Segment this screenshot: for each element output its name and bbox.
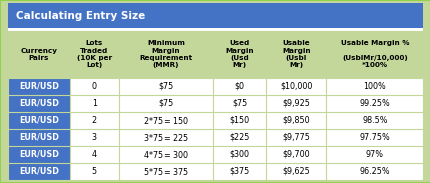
- Text: 1: 1: [92, 99, 97, 108]
- Text: $9,700: $9,700: [282, 150, 309, 159]
- FancyBboxPatch shape: [70, 78, 118, 95]
- Text: Minimum
Margin
Requirement
(MMR): Minimum Margin Requirement (MMR): [139, 40, 192, 68]
- FancyBboxPatch shape: [118, 146, 213, 163]
- FancyBboxPatch shape: [266, 129, 326, 146]
- FancyBboxPatch shape: [266, 95, 326, 112]
- Text: EUR/USD: EUR/USD: [19, 116, 59, 125]
- FancyBboxPatch shape: [70, 163, 118, 180]
- FancyBboxPatch shape: [70, 129, 118, 146]
- Text: 97.75%: 97.75%: [359, 133, 389, 142]
- FancyBboxPatch shape: [70, 146, 118, 163]
- FancyBboxPatch shape: [213, 112, 266, 129]
- Text: EUR/USD: EUR/USD: [19, 133, 59, 142]
- Text: $225: $225: [229, 133, 249, 142]
- FancyBboxPatch shape: [8, 163, 70, 180]
- Text: Calculating Entry Size: Calculating Entry Size: [15, 11, 144, 21]
- Text: $0: $0: [234, 82, 244, 91]
- Text: EUR/USD: EUR/USD: [19, 150, 59, 159]
- Text: 96.25%: 96.25%: [359, 167, 389, 176]
- Text: 0: 0: [92, 82, 97, 91]
- Text: $300: $300: [229, 150, 249, 159]
- FancyBboxPatch shape: [8, 78, 70, 95]
- FancyBboxPatch shape: [326, 95, 422, 112]
- FancyBboxPatch shape: [8, 95, 70, 112]
- Text: 3: 3: [92, 133, 97, 142]
- Text: $150: $150: [229, 116, 249, 125]
- FancyBboxPatch shape: [213, 163, 266, 180]
- FancyBboxPatch shape: [213, 146, 266, 163]
- Text: 4: 4: [92, 150, 97, 159]
- Text: 5: 5: [92, 167, 97, 176]
- FancyBboxPatch shape: [118, 112, 213, 129]
- Text: $10,000: $10,000: [280, 82, 312, 91]
- Text: 2*$75 = $150: 2*$75 = $150: [143, 115, 188, 126]
- Text: 2: 2: [92, 116, 97, 125]
- Text: $375: $375: [229, 167, 249, 176]
- Text: EUR/USD: EUR/USD: [19, 99, 59, 108]
- FancyBboxPatch shape: [8, 3, 422, 28]
- Text: 3*$75 = $225: 3*$75 = $225: [143, 132, 188, 143]
- FancyBboxPatch shape: [326, 112, 422, 129]
- Text: $75: $75: [232, 99, 247, 108]
- Text: $75: $75: [158, 82, 173, 91]
- FancyBboxPatch shape: [213, 129, 266, 146]
- FancyBboxPatch shape: [118, 95, 213, 112]
- FancyBboxPatch shape: [213, 95, 266, 112]
- FancyBboxPatch shape: [8, 129, 70, 146]
- FancyBboxPatch shape: [326, 129, 422, 146]
- FancyBboxPatch shape: [326, 78, 422, 95]
- Text: EUR/USD: EUR/USD: [19, 82, 59, 91]
- Text: 4*$75 = $300: 4*$75 = $300: [143, 149, 188, 160]
- FancyBboxPatch shape: [266, 78, 326, 95]
- Text: $9,925: $9,925: [282, 99, 310, 108]
- FancyBboxPatch shape: [266, 112, 326, 129]
- FancyBboxPatch shape: [266, 146, 326, 163]
- FancyBboxPatch shape: [70, 95, 118, 112]
- Text: 5*$75 = $375: 5*$75 = $375: [143, 166, 188, 177]
- Text: Currency
Pairs: Currency Pairs: [20, 48, 57, 61]
- FancyBboxPatch shape: [8, 31, 422, 78]
- Text: Usable
Margin
(Usbl
Mr): Usable Margin (Usbl Mr): [281, 40, 310, 68]
- FancyBboxPatch shape: [8, 3, 422, 180]
- Text: 97%: 97%: [365, 150, 383, 159]
- FancyBboxPatch shape: [326, 163, 422, 180]
- Text: $9,625: $9,625: [282, 167, 310, 176]
- FancyBboxPatch shape: [70, 112, 118, 129]
- Text: EUR/USD: EUR/USD: [19, 167, 59, 176]
- FancyBboxPatch shape: [118, 163, 213, 180]
- Text: $9,850: $9,850: [282, 116, 309, 125]
- Text: $9,775: $9,775: [282, 133, 310, 142]
- FancyBboxPatch shape: [118, 78, 213, 95]
- Text: Usable Margin %

(UsblMr/10,000)
*100%: Usable Margin % (UsblMr/10,000) *100%: [340, 40, 408, 68]
- Text: Used
Margin
(Usd
Mr): Used Margin (Usd Mr): [225, 40, 253, 68]
- FancyBboxPatch shape: [266, 163, 326, 180]
- Text: $75: $75: [158, 99, 173, 108]
- Text: 100%: 100%: [362, 82, 385, 91]
- Text: 98.5%: 98.5%: [361, 116, 387, 125]
- FancyBboxPatch shape: [8, 112, 70, 129]
- FancyBboxPatch shape: [213, 78, 266, 95]
- Text: 99.25%: 99.25%: [359, 99, 389, 108]
- Text: Lots
Traded
(10K per
Lot): Lots Traded (10K per Lot): [77, 40, 112, 68]
- FancyBboxPatch shape: [326, 146, 422, 163]
- FancyBboxPatch shape: [8, 146, 70, 163]
- FancyBboxPatch shape: [118, 129, 213, 146]
